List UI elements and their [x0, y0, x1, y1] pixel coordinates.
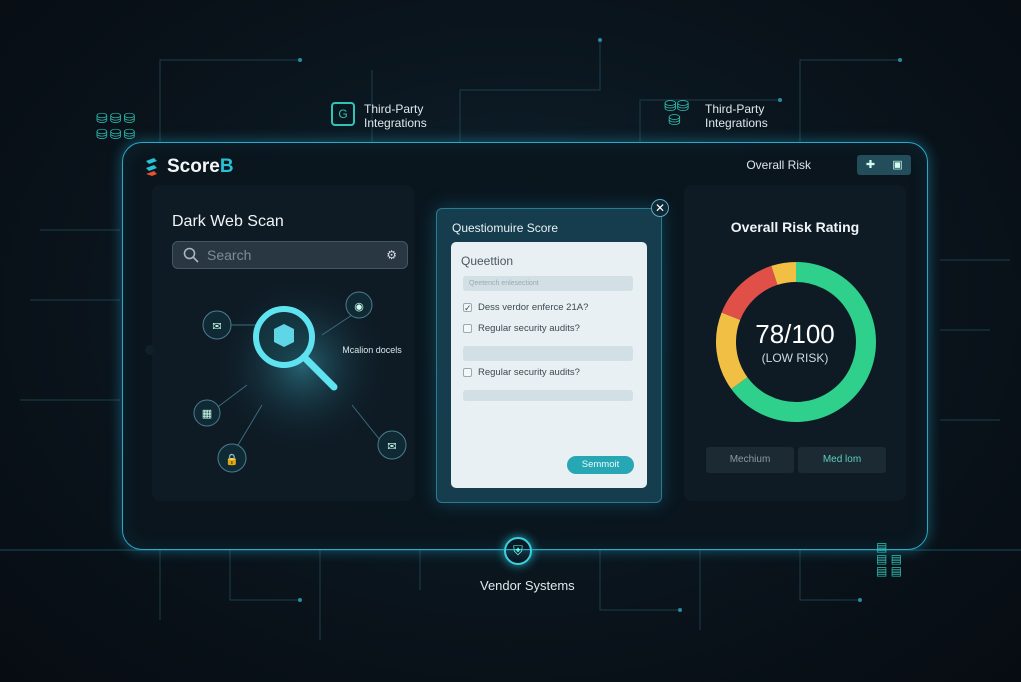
questionnaire-modal: Questiomuire Score Queettion Qeetench en…: [436, 208, 662, 503]
overall-risk-label: Overall Risk: [746, 158, 811, 172]
checkbox-label: Dess verdor enferce 21A?: [478, 302, 589, 313]
shield-icon: ⛨: [504, 537, 532, 565]
question-checkbox-3[interactable]: Regular security audits?: [463, 367, 580, 378]
label-line: Integrations: [364, 116, 427, 130]
svg-text:◉: ◉: [354, 300, 364, 313]
integrations-label-left: Third-Party Integrations: [364, 102, 427, 130]
label-line: Integrations: [705, 116, 768, 130]
answer-field[interactable]: [463, 346, 633, 361]
question-input[interactable]: Qeetench enlesectiont: [463, 276, 633, 291]
submit-button[interactable]: Semmoit: [567, 456, 634, 474]
medium-low-button[interactable]: Med lom: [798, 447, 886, 473]
close-icon[interactable]: ✕: [651, 199, 669, 217]
brand-accent: B: [219, 156, 234, 177]
database-icon: ⛁⛁ ⛁: [664, 98, 690, 129]
question-checkbox-2[interactable]: Regular security audits?: [463, 323, 580, 334]
app-window: ScoreB Overall Risk ✚ ▣ Dark Web Scan Se…: [122, 142, 928, 550]
scan-text: Mcalion docels: [342, 345, 402, 355]
svg-text:🔒: 🔒: [225, 453, 239, 466]
question-checkbox-1[interactable]: ✓ Dess verdor enferce 21A?: [463, 302, 588, 313]
search-icon: [183, 247, 199, 263]
scan-settings-icon[interactable]: ⚙: [386, 248, 397, 262]
question-heading: Queettion: [461, 254, 514, 268]
checkbox-label: Regular security audits?: [478, 367, 580, 378]
label-line: Third-Party: [364, 102, 424, 116]
integration-icon: G: [331, 102, 355, 126]
answer-field[interactable]: [463, 390, 633, 401]
medium-button[interactable]: Mechium: [706, 447, 794, 473]
risk-score: 78/100: [755, 319, 835, 349]
brand-name: Score: [167, 156, 220, 177]
integrations-label-right: Third-Party Integrations: [705, 102, 768, 130]
search-input[interactable]: Search ⚙: [172, 241, 408, 269]
risk-rating-panel: Overall Risk Rating 78/100 (LOW RISK) Me…: [684, 185, 906, 501]
checkbox-label: Regular security audits?: [478, 323, 580, 334]
node-icon: [345, 291, 373, 319]
checkbox-icon[interactable]: [463, 324, 472, 333]
dark-web-scan-panel: Dark Web Scan Search ⚙ ✉ ◉ ▦ 🔒 ✉ Mcalion doc…: [152, 185, 414, 501]
risk-level: (LOW RISK): [761, 351, 829, 365]
scan-visual: ✉ ◉ ▦ 🔒 ✉ Mcalion docels: [193, 275, 407, 473]
donut-segment-3: [771, 262, 797, 286]
brand-logo: ScoreB: [143, 156, 234, 178]
risk-donut-chart: [716, 262, 876, 422]
lock-node-icon: [217, 443, 247, 473]
search-placeholder: Search: [207, 247, 252, 263]
donut-segment-0: [731, 262, 876, 422]
logo-icon: [146, 158, 157, 176]
donut-segment-2: [721, 265, 778, 321]
questionnaire-card: Queettion Qeetench enlesectiont ✓ Dess ve…: [451, 242, 647, 488]
modal-title: Questiomuire Score: [452, 221, 559, 235]
mail-node-icon: [377, 430, 407, 460]
label-line: Third-Party: [705, 102, 765, 116]
svg-text:▦: ▦: [202, 407, 212, 420]
checkbox-icon[interactable]: [463, 368, 472, 377]
puzzle-icon[interactable]: ✚: [865, 159, 876, 171]
svg-text:✉: ✉: [212, 320, 221, 333]
database-cluster-icon: ⛁⛁⛁ ⛁⛁⛁: [96, 110, 138, 142]
panel-title: Dark Web Scan: [172, 213, 284, 230]
risk-title: Overall Risk Rating: [730, 219, 860, 235]
mail-node-icon: [202, 310, 232, 340]
checkbox-checked-icon[interactable]: ✓: [463, 303, 472, 313]
server-rack-icon: ▤ ▤ ▤ ▤ ▤: [876, 540, 903, 578]
clipboard-icon[interactable]: ▣: [892, 159, 903, 171]
header-actions: ✚ ▣: [857, 155, 911, 175]
svg-text:✉: ✉: [387, 440, 396, 453]
vendor-systems-label: Vendor Systems: [480, 578, 575, 593]
donut-segment-1: [716, 312, 748, 390]
calendar-node-icon: [193, 399, 221, 427]
